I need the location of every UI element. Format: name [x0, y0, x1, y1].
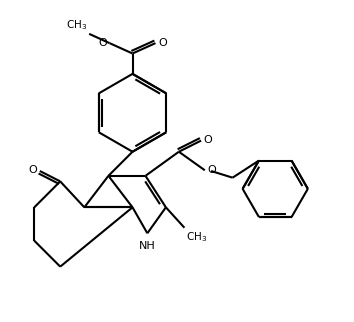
Text: CH$_3$: CH$_3$: [66, 19, 87, 33]
Text: O: O: [158, 38, 167, 48]
Text: O: O: [207, 165, 216, 175]
Text: O: O: [98, 38, 107, 48]
Text: O: O: [28, 165, 37, 175]
Text: CH$_3$: CH$_3$: [186, 231, 207, 244]
Text: NH: NH: [139, 242, 156, 251]
Text: O: O: [204, 135, 212, 145]
